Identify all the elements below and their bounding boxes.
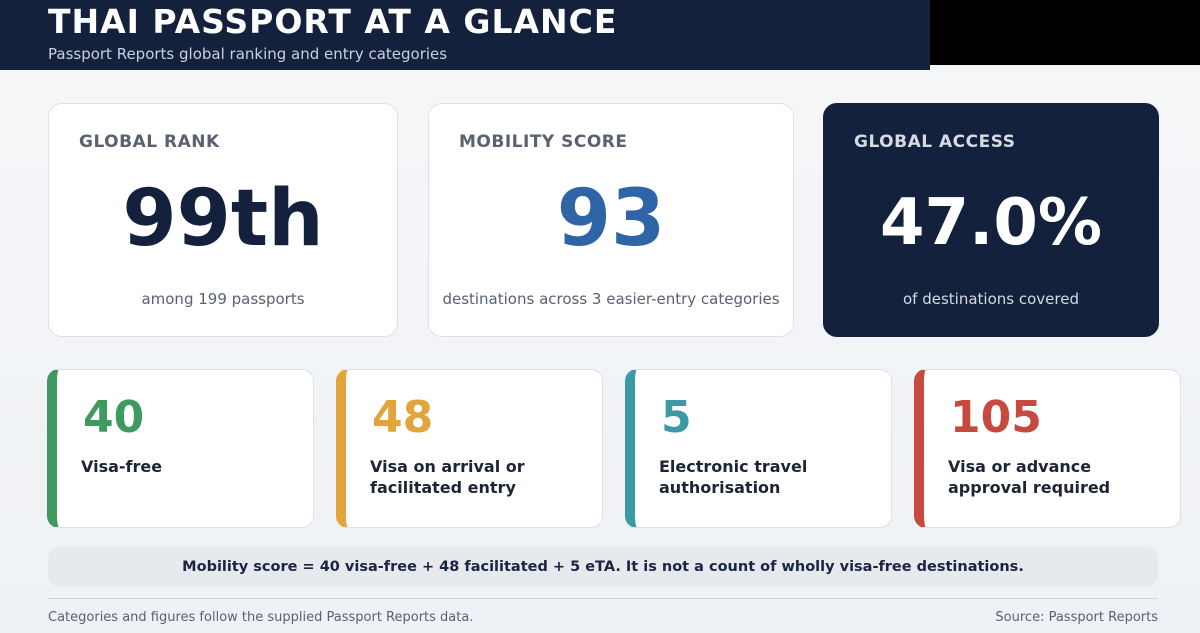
- category-label: Visa on arrival or facilitated entry: [370, 457, 525, 497]
- category-value: 5: [661, 392, 692, 443]
- category-label: Visa-free: [81, 457, 163, 476]
- category-card: 5 Electronic travel authorisation: [625, 369, 892, 528]
- stat-caption: destinations across 3 easier-entry categ…: [442, 290, 780, 308]
- category-label: Electronic travel authorisation: [659, 457, 808, 497]
- category-value: 105: [950, 392, 1042, 443]
- stat-card: GLOBAL ACCESS 47.0% of destinations covere…: [823, 103, 1159, 337]
- title: THAI PASSPORT AT A GLANCE: [48, 2, 618, 41]
- stat-label: GLOBAL ACCESS: [854, 132, 1016, 152]
- stat-card: MOBILITY SCORE 93 destinations across 3 ea…: [428, 103, 794, 337]
- category-card: 48 Visa on arrival or facilitated entry: [336, 369, 603, 528]
- category-value: 48: [372, 392, 434, 443]
- category-label: Visa or advance approval required: [948, 457, 1111, 497]
- category-card: 40 Visa-free: [47, 369, 314, 528]
- stat-card: GLOBAL RANK 99th among 199 passports: [48, 103, 398, 337]
- header-band: [0, 0, 930, 70]
- subtitle: Passport Reports global ranking and entr…: [48, 45, 448, 63]
- category-card: 105 Visa or advance approval required: [914, 369, 1181, 528]
- stat-label: MOBILITY SCORE: [459, 132, 628, 152]
- footer-left: Categories and figures follow the suppli…: [48, 610, 474, 625]
- stat-value: 47.0%: [879, 186, 1103, 260]
- category-value: 40: [83, 392, 145, 443]
- stat-caption: among 199 passports: [141, 290, 305, 308]
- stat-value: 99th: [122, 174, 324, 264]
- stat-caption: of destinations covered: [903, 290, 1079, 308]
- note: Mobility score = 40 visa-free + 48 facil…: [48, 547, 1158, 587]
- divider: [48, 598, 1158, 599]
- stat-value: 93: [556, 174, 666, 264]
- black-box: [930, 0, 1200, 65]
- footer-right: Source: Passport Reports: [995, 610, 1158, 625]
- stat-label: GLOBAL RANK: [79, 132, 220, 152]
